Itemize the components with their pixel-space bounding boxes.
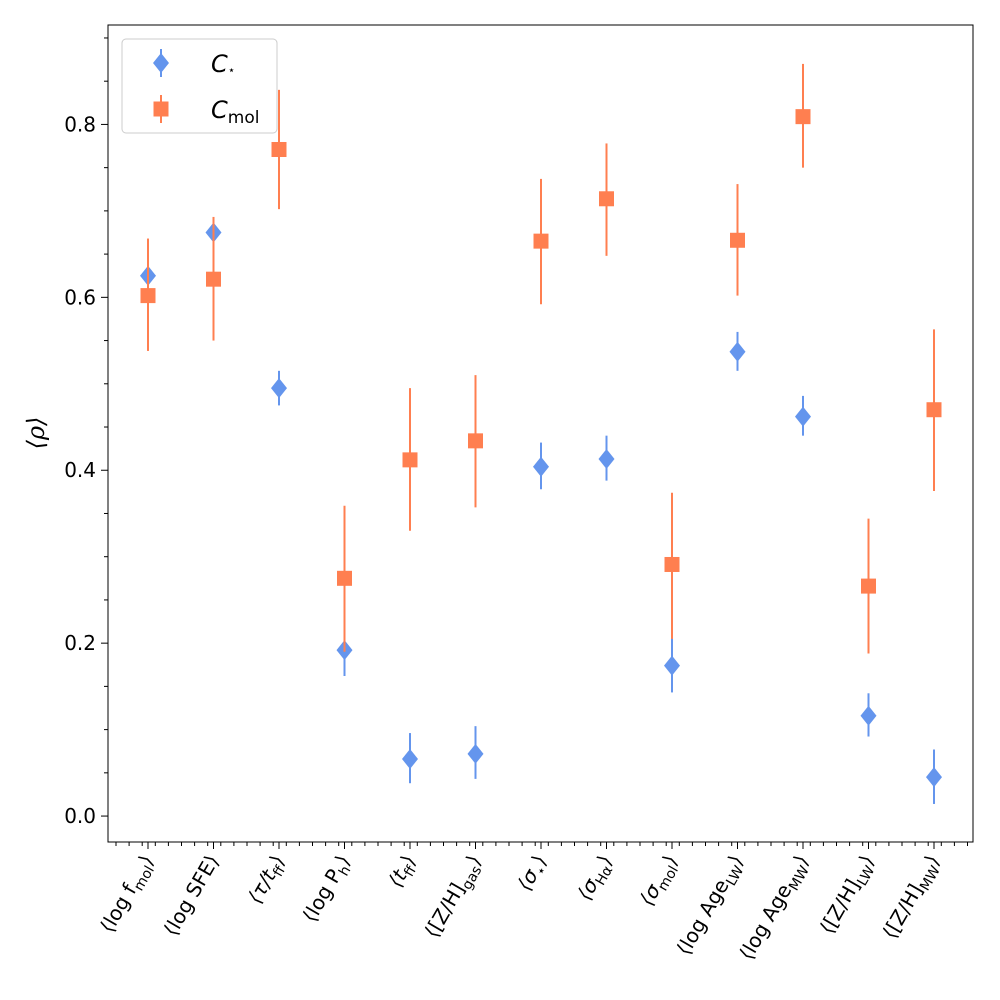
x-tick-label-part: ⟨log P (297, 865, 346, 926)
x-tick-label-part: ⟨[Z/H] (419, 879, 469, 942)
series-c-mol (140, 63, 942, 654)
data-point-diamond (860, 705, 877, 726)
x-tick-label: ⟨log fmol⟩ (95, 851, 162, 939)
data-point-square (140, 288, 156, 304)
data-point-diamond (271, 378, 287, 399)
data-point-square (664, 556, 680, 572)
data-point-diamond (729, 341, 746, 362)
x-tick-label: ⟨[Z/H]gas⟩ (419, 851, 489, 944)
data-point-square (599, 191, 614, 207)
x-tick-label-part: ⟨[Z/H] (815, 875, 865, 938)
x-tick-label: ⟨log AgeMW⟩ (734, 851, 817, 966)
data-point-diamond (467, 743, 484, 764)
data-point-square (730, 232, 745, 248)
legend-label-main: C (211, 96, 228, 124)
data-point-square (402, 452, 418, 468)
y-tick-label: 0.4 (64, 458, 96, 482)
data-point-diamond (402, 749, 418, 770)
x-tick-label-part: ⟨log Age (671, 875, 733, 959)
data-point-square (861, 578, 876, 594)
data-point-diamond (533, 456, 549, 477)
data-point-square (206, 271, 221, 287)
x-tick-label-part: ⟨log Age (734, 880, 796, 964)
x-tick-label: ⟨tff⟩ (383, 851, 424, 894)
legend-label: C⋆ (211, 50, 235, 78)
legend-label-sub: ⋆ (228, 63, 236, 77)
data-point-square (926, 402, 942, 418)
y-tick-label: 0.6 (64, 285, 96, 309)
x-tick-label: ⟨log SFE⟩ (158, 851, 223, 940)
data-point-diamond (598, 449, 615, 470)
y-tick-label: 0.8 (64, 112, 96, 136)
legend-label-sub: mol (228, 108, 260, 128)
x-tick-label: ⟨σ⋆⟩ (512, 851, 555, 897)
y-axis-label: ⟨ρ⟩ (22, 417, 50, 450)
data-point-diamond (795, 406, 811, 427)
data-point-square (795, 109, 811, 125)
axes: 0.0 0.2 0.4 0.6 0.8 ⟨log fmol⟩ ⟨log SFE⟩ ⟨τ/tff… (64, 37, 968, 966)
plot-frame (107, 24, 974, 843)
data-point-square (271, 141, 287, 157)
x-tick-label: ⟨σmol⟩ (634, 851, 685, 912)
data-point-diamond (926, 767, 942, 788)
series-c-star (140, 219, 942, 804)
data-point-square (337, 570, 352, 586)
x-tick-label: ⟨τ/tff⟩ (243, 851, 293, 910)
legend-entry: C⋆ (153, 49, 235, 78)
x-tick-label: ⟨σHα⟩ (572, 851, 620, 907)
legend-entry: Cmol (153, 95, 259, 128)
x-tick-label-part: ⟨[Z/H] (877, 880, 927, 943)
x-tick-label: ⟨[Z/H]LW⟩ (815, 851, 883, 940)
legend-label: Cmol (211, 96, 259, 128)
data-point-square (468, 433, 483, 449)
x-tick-label: ⟨[Z/H]MW⟩ (877, 851, 948, 945)
data-point-square (533, 233, 549, 249)
y-tick-label: 0.2 (64, 631, 96, 655)
plot-area (140, 63, 942, 804)
y-tick-label: 0.0 (64, 804, 96, 828)
legend-marker-diamond (153, 53, 169, 73)
x-tick-label: ⟨log Ph⟩ (297, 851, 358, 929)
x-tick-label-part: ⟨log SFE⟩ (158, 851, 223, 940)
legend: C⋆Cmol (121, 38, 278, 134)
data-point-diamond (664, 655, 680, 676)
legend-marker-square (153, 101, 169, 117)
legend-label-main: C (211, 50, 228, 78)
